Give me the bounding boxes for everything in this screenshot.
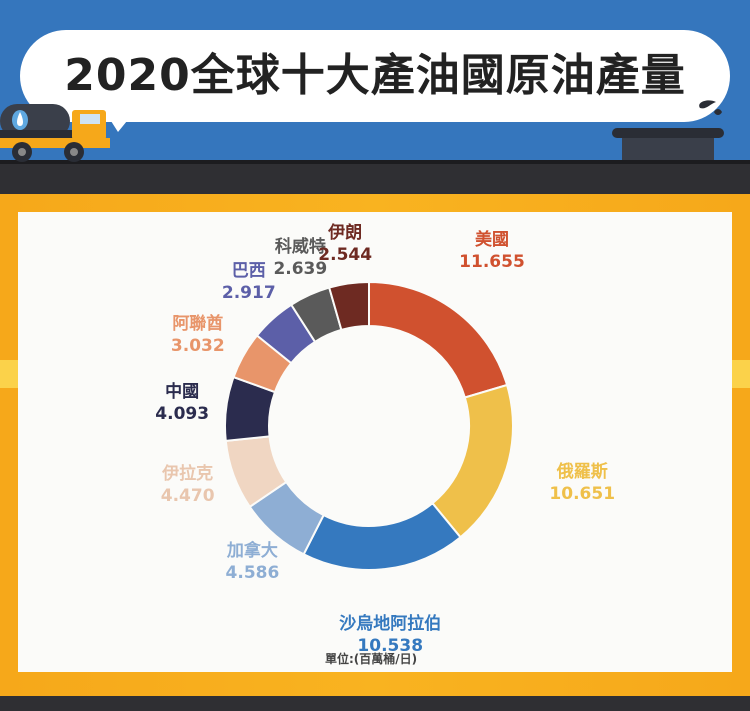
right-stripe bbox=[732, 360, 750, 388]
bottom-bar bbox=[0, 696, 750, 711]
title-bubble bbox=[20, 30, 730, 122]
slice-label-8: 巴西 2.917 bbox=[222, 260, 276, 304]
road-edge bbox=[0, 160, 750, 164]
slice-label-2: 俄羅斯 10.651 bbox=[549, 461, 615, 505]
slice-label-9: 科威特 2.639 bbox=[273, 236, 327, 280]
slice-name: 伊拉克 bbox=[162, 463, 214, 484]
slice-label-5: 伊拉克 4.470 bbox=[161, 463, 215, 507]
slice-name: 阿聯酋 bbox=[172, 313, 224, 334]
slice-name: 加拿大 bbox=[226, 540, 278, 561]
slice-value: 2.917 bbox=[221, 282, 276, 303]
slice-10 bbox=[327, 280, 370, 332]
slice-label-10: 伊朗 2.544 bbox=[318, 222, 372, 266]
slice-name: 伊朗 bbox=[328, 222, 363, 243]
slice-value: 2.544 bbox=[318, 244, 373, 265]
slice-name: 中國 bbox=[165, 381, 200, 402]
slice-3 bbox=[302, 501, 462, 571]
slice-name: 科威特 bbox=[274, 236, 326, 257]
title-bubble-tail bbox=[104, 110, 136, 132]
slice-name: 俄羅斯 bbox=[556, 462, 608, 483]
slice-label-1: 美國 11.655 bbox=[459, 229, 525, 273]
oil-basin-icon bbox=[612, 100, 724, 160]
slice-label-3: 沙烏地阿拉伯 10.538 bbox=[339, 613, 441, 657]
slice-1 bbox=[368, 280, 509, 399]
slice-label-4: 加拿大 4.586 bbox=[226, 540, 280, 584]
chart-title: 2020全球十大產油國原油產量 bbox=[64, 50, 686, 101]
donut-chart bbox=[224, 280, 514, 571]
slice-value: 4.586 bbox=[225, 562, 280, 583]
slice-value: 4.093 bbox=[155, 403, 210, 424]
slice-value: 10.651 bbox=[549, 484, 616, 505]
slice-label-6: 中國 4.093 bbox=[155, 381, 209, 425]
slice-value: 2.639 bbox=[273, 258, 328, 279]
road bbox=[0, 160, 750, 194]
left-stripe bbox=[0, 360, 18, 388]
slice-2 bbox=[431, 383, 514, 539]
slice-value: 10.538 bbox=[357, 635, 424, 656]
slice-value: 11.655 bbox=[459, 251, 525, 272]
oil-truck-icon bbox=[0, 104, 110, 162]
chart-panel bbox=[18, 212, 732, 672]
slice-name: 巴西 bbox=[231, 260, 266, 281]
slice-label-7: 阿聯酋 3.032 bbox=[171, 313, 225, 357]
slice-name: 美國 bbox=[474, 229, 509, 250]
slice-value: 4.470 bbox=[160, 485, 215, 506]
unit-note: 單位:(百萬桶/日) bbox=[325, 652, 418, 666]
slice-name: 沙烏地阿拉伯 bbox=[339, 613, 442, 634]
slice-value: 3.032 bbox=[170, 335, 225, 356]
